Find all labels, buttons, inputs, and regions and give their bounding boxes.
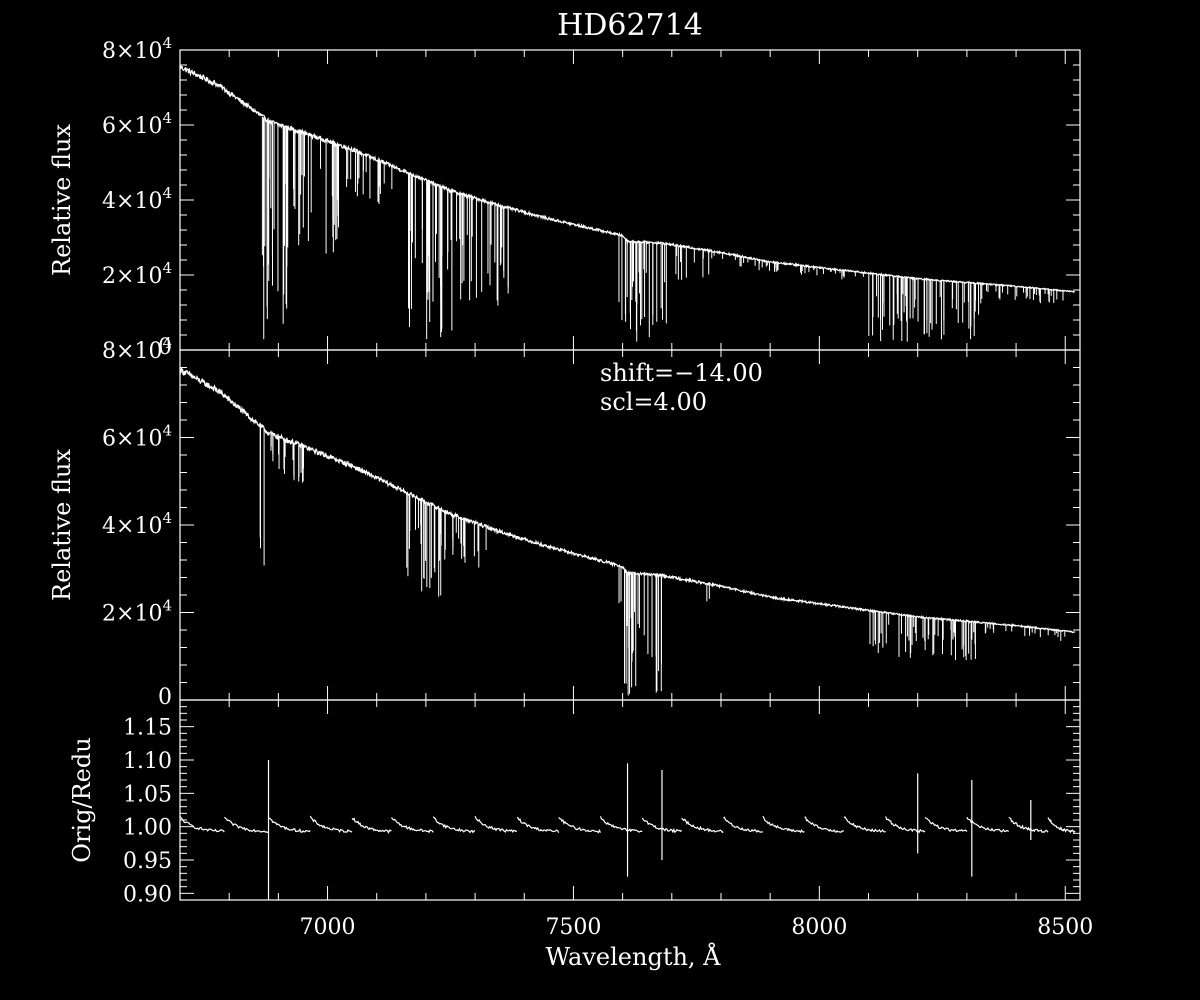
- ratio-segment: [804, 816, 845, 833]
- y-tick-label: 6×104: [102, 422, 172, 452]
- y-tick-label: 0.95: [123, 849, 172, 874]
- x-tick-label: 8000: [791, 915, 847, 940]
- y-tick-label: 0: [158, 335, 172, 360]
- x-tick-label: 7000: [300, 915, 356, 940]
- y-tick-exponent: 4: [162, 334, 172, 352]
- ratio-segment: [924, 816, 968, 833]
- y-tick-label: 1.05: [123, 782, 172, 807]
- y-tick-label: 1.00: [123, 816, 172, 841]
- y-tick-mantissa: 8×10: [102, 39, 162, 64]
- y-tick-label: 1.10: [123, 749, 172, 774]
- x-tick-label: 7500: [545, 915, 601, 940]
- y-tick-label: 0: [158, 685, 172, 710]
- y-tick-mantissa: 4×10: [102, 514, 162, 539]
- ratio-segment: [224, 816, 269, 833]
- ratio-segment: [762, 815, 805, 834]
- ratio-segment: [599, 816, 643, 833]
- y-tick-exponent: 4: [162, 184, 172, 202]
- y-tick-exponent: 4: [162, 597, 172, 615]
- y-axis-title: Relative flux: [48, 449, 76, 601]
- y-tick-exponent: 4: [162, 109, 172, 127]
- scale-annotation: scl=4.00: [600, 388, 707, 416]
- y-tick-label: 8×104: [102, 334, 172, 364]
- y-tick-exponent: 4: [162, 509, 172, 527]
- x-axis-title: Wavelength, Å: [545, 942, 721, 971]
- ratio-segment: [432, 816, 476, 834]
- figure-title: HD62714: [557, 8, 703, 43]
- y-tick-label: 6×104: [102, 109, 172, 139]
- bottom-panel: 0.90 0.95 1.00 1.05 1.10 1.15 Orig/Redu 7000 750…: [68, 699, 1093, 940]
- ratio-segment: [351, 817, 392, 834]
- ratio-segment: [268, 817, 311, 833]
- y-tick-label: 0.90: [123, 882, 172, 907]
- y-tick-label: 4×104: [102, 184, 172, 214]
- y-tick-label: 2×104: [102, 259, 172, 289]
- y-tick-label: 2×104: [102, 597, 172, 627]
- ratio-segment: [723, 816, 763, 833]
- y-tick-mantissa: 8×10: [102, 339, 162, 364]
- ratio-segment: [391, 817, 434, 834]
- y-tick-mantissa: 2×10: [102, 602, 162, 627]
- y-tick-label: 4×104: [102, 509, 172, 539]
- y-tick-mantissa: 2×10: [102, 264, 162, 289]
- y-tick-label: 1.15: [123, 716, 172, 741]
- y-tick-exponent: 4: [162, 422, 172, 440]
- y-tick-mantissa: 6×10: [102, 427, 162, 452]
- ratio-segment: [558, 816, 602, 834]
- ratio-segment: [1047, 817, 1076, 834]
- ratio-segment: [474, 815, 518, 834]
- ratio-segment: [885, 816, 926, 834]
- y-axis-title: Orig/Redu: [68, 737, 96, 862]
- ratio-segment: [843, 816, 886, 833]
- y-tick-mantissa: 4×10: [102, 189, 162, 214]
- x-tick-label: 8500: [1037, 915, 1093, 940]
- ratio-segment: [516, 817, 560, 833]
- y-tick-exponent: 4: [162, 34, 172, 52]
- y-tick-mantissa: 6×10: [102, 114, 162, 139]
- ratio-segment: [966, 816, 1010, 833]
- y-tick-label: 8×104: [102, 34, 172, 64]
- ratio-segment: [681, 817, 724, 834]
- ratio-segment: [1008, 816, 1049, 834]
- ratio-segment: [179, 816, 225, 833]
- ratio-segment: [309, 815, 353, 833]
- y-tick-exponent: 4: [162, 259, 172, 277]
- y-axis-title: Relative flux: [48, 124, 76, 276]
- shift-annotation: shift=−14.00: [600, 359, 763, 387]
